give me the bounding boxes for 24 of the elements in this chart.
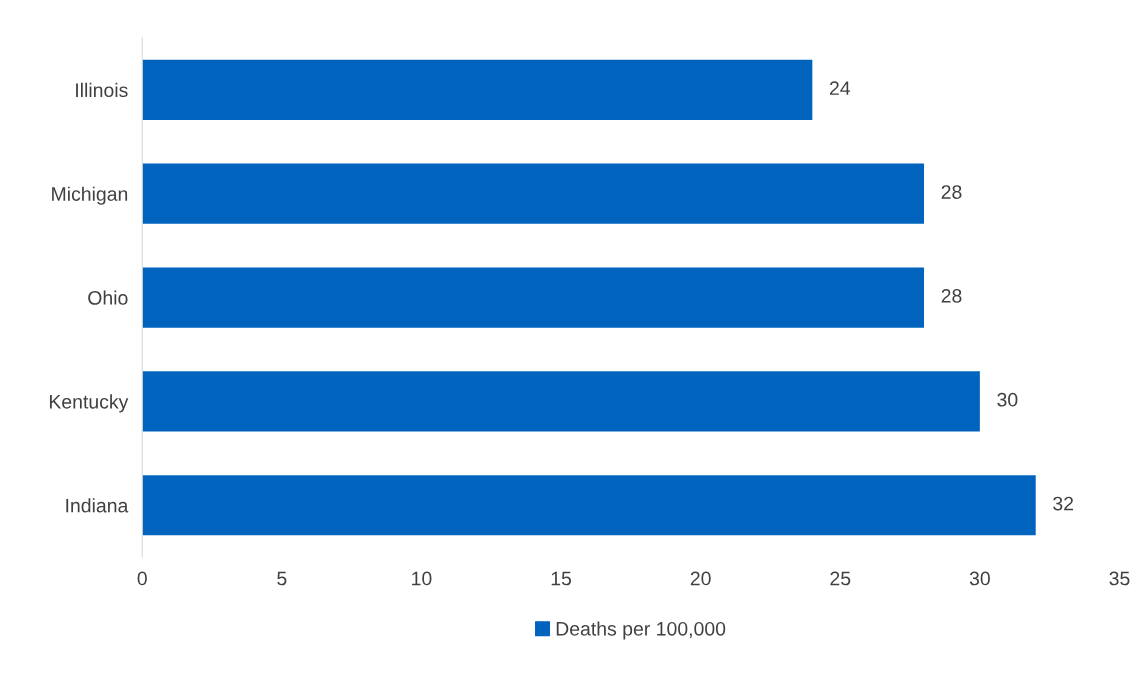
data-label: 28 [941, 185, 962, 199]
bar [142, 267, 925, 328]
bar [142, 371, 980, 432]
data-label: 30 [997, 392, 1018, 407]
x-tick-label: 10 [412, 571, 432, 586]
y-tick-label: Indiana [66, 498, 129, 513]
data-label: 24 [829, 81, 851, 95]
x-tick-label: 0 [137, 571, 147, 586]
x-tick-label: 5 [277, 571, 287, 586]
data-label: 28 [941, 288, 962, 303]
x-tick-label: 25 [830, 571, 851, 586]
x-tick-label: 30 [969, 571, 990, 586]
x-tick-label: 35 [1109, 571, 1130, 586]
y-tick-label: Ohio [88, 290, 128, 305]
y-tick-label: Illinois [76, 82, 128, 98]
y-tick-label: Kentucky [49, 394, 129, 413]
x-tick-label: 15 [551, 571, 572, 586]
legend-label: Deaths per 100,000 [556, 621, 726, 640]
bar [142, 59, 813, 120]
x-tick-label: 20 [690, 571, 711, 586]
data-label: 32 [1053, 496, 1074, 511]
bar [142, 163, 925, 224]
y-tick-label: Michigan [52, 186, 128, 205]
bar [142, 475, 1036, 536]
